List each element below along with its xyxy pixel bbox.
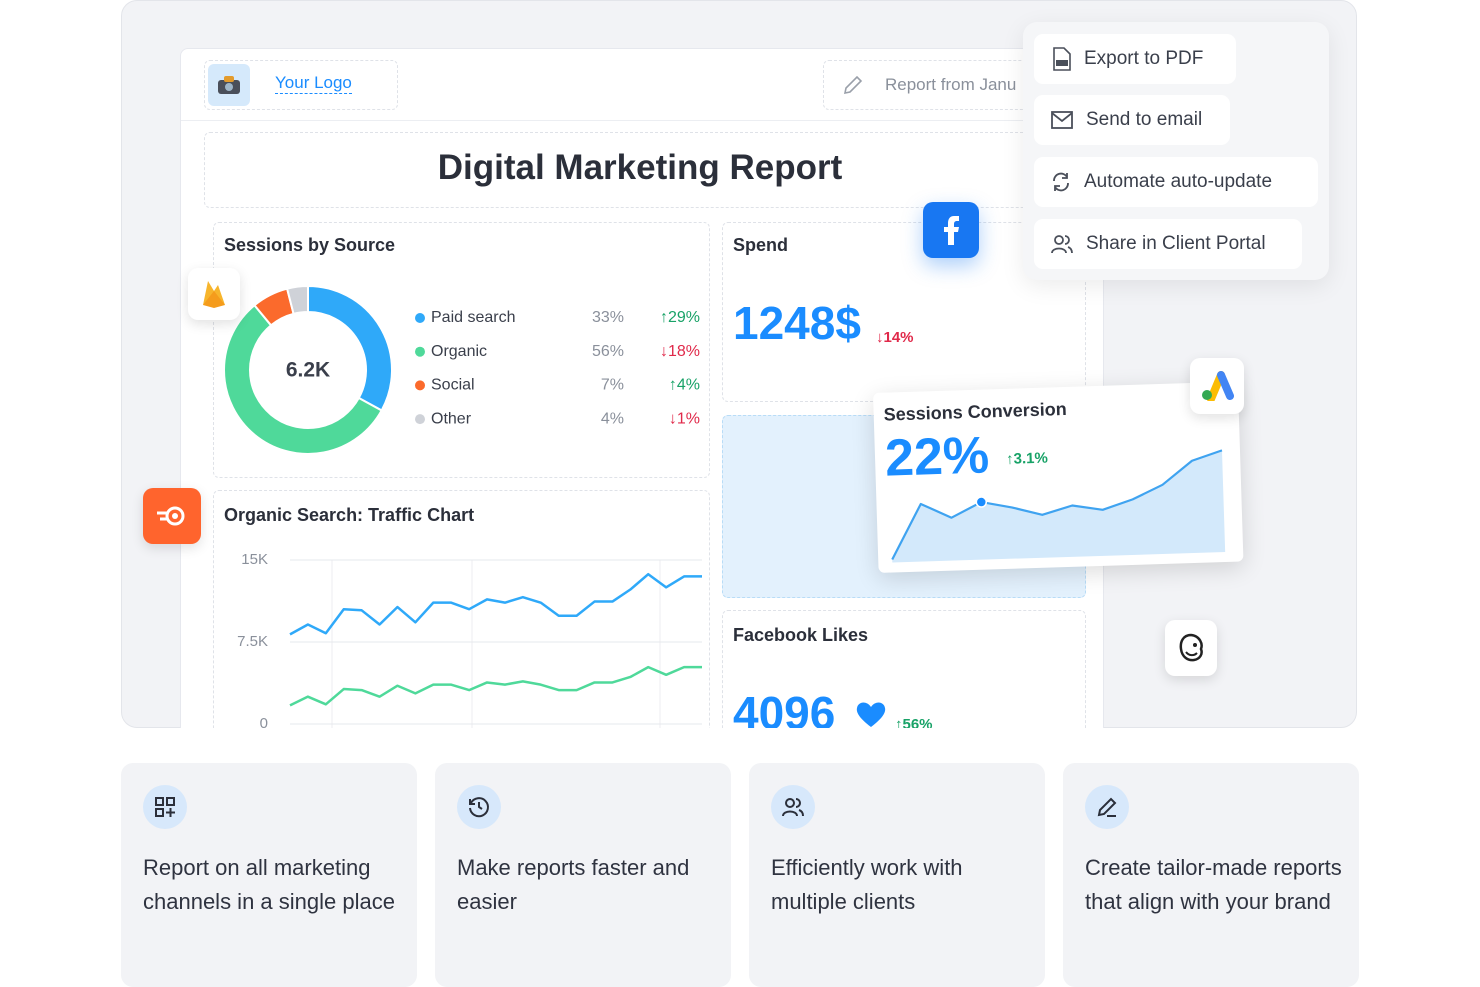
legend-dot [415,380,425,391]
y-tick-label: 0 [260,715,268,728]
legend-label: Organic [431,343,487,360]
semrush-logo [157,506,185,526]
refresh-icon [1053,172,1069,192]
card-title: Organic Search: Traffic Chart [224,505,475,525]
legend-change: ↓18% [660,343,700,360]
google-ads-logo [1202,371,1234,401]
sparkline-marker [975,496,988,508]
charts-layer: Paid search 33% ↑29% Organic 56% ↓18% Social 7%… [223,284,702,728]
feature-card: Create tailor-made reports that align wi… [1063,763,1359,987]
legend-change: ↑29% [660,309,700,326]
feature-card: Efficiently work with multiple clients [749,763,1045,987]
facebook-card [722,610,1086,728]
legend-label: Social [431,377,475,394]
users-icon [782,798,804,817]
y-tick-label: 15K [241,551,268,568]
y-tick-label: 7.5K [237,633,268,650]
header-divider [181,120,1103,121]
report-title: Digital Marketing Report [437,148,843,187]
conversion-card: Sessions Conversion 22% ↑3.1% [873,381,1244,573]
feature-text: Make reports faster and easier [457,855,690,914]
legend-share: 7% [601,377,624,394]
firebase-logo [203,281,225,308]
menu-label: Send to email [1086,109,1203,130]
donut-segment [285,284,309,316]
clock-icon [469,797,489,818]
feature-card: Make reports faster and easier [435,763,731,987]
legend-change: ↓1% [669,410,700,427]
google-ads-icon [1190,358,1244,414]
traffic-line [289,572,702,636]
card-title: Sessions by Source [224,235,396,255]
export-menu: Export to PDF Send to email Automate aut… [1023,22,1329,280]
menu-button[interactable]: Automate auto-update [1034,157,1318,207]
preview-clip: Your Logo Report from Janu Digital Marke… [121,0,1357,728]
legend-dot [415,346,425,357]
feature-icon [143,785,187,829]
legend-dot [415,414,425,425]
legend-label: Other [431,410,472,427]
logo-text[interactable]: Your Logo [275,73,352,94]
logo-icon [208,64,250,106]
menu-label: Export to PDF [1084,48,1204,69]
mail-icon [1051,111,1073,129]
feature-card: Report on all marketing channels in a si… [121,763,417,987]
menu-label: Share in Client Portal [1086,233,1266,254]
traffic-card [213,490,710,728]
heart-icon [856,702,886,727]
feature-text: Report on all marketing channels in a si… [143,855,395,914]
traffic-line [289,665,702,707]
legend-label: Paid search [431,309,516,326]
feature-text: Create tailor-made reports that align wi… [1085,855,1342,914]
pdf-icon [1053,47,1071,71]
mailchimp-logo [1179,633,1203,662]
feature-text: Efficiently work with multiple clients [771,855,963,914]
menu-button[interactable]: Share in Client Portal [1034,219,1302,269]
users-icon [1051,235,1073,254]
legend-dot [415,313,425,323]
sparkline-line [891,449,1223,560]
menu-button[interactable]: Send to email [1034,95,1230,145]
sparkline [891,449,1226,563]
feature-icon [1085,785,1129,829]
likes-value: 4096 [733,687,836,728]
semrush-icon [143,488,201,544]
sessions-card [213,222,710,478]
camera-icon [218,76,240,94]
legend-share: 56% [592,343,624,360]
likes-change: ↑56% [895,716,933,728]
facebook-icon [923,202,979,258]
facebook-logo [944,216,959,245]
feature-icon [771,785,815,829]
legend-share: 4% [601,410,624,427]
firebase-icon [188,268,240,320]
donut-center: 6.2K [286,359,330,382]
report-range[interactable]: Report from Janu [885,75,1017,94]
donut-hole [251,313,365,427]
spend-change: ↓14% [876,329,914,346]
menu-button[interactable]: Export to PDF [1034,34,1236,84]
grid-icon [155,797,175,817]
mailchimp-icon [1165,620,1217,676]
pencil-icon [1097,797,1117,817]
sparkline-area [892,450,1226,563]
donut-segment [223,303,383,455]
pencil-icon [843,75,863,95]
spend-value: 1248$ [733,297,861,349]
card-title: Spend [733,235,789,255]
menu-label: Automate auto-update [1084,171,1273,192]
legend-share: 33% [592,309,624,326]
card-title: Facebook Likes [733,625,869,645]
legend-change: ↑4% [669,377,700,394]
logo-box [204,60,398,110]
feature-icon [457,785,501,829]
